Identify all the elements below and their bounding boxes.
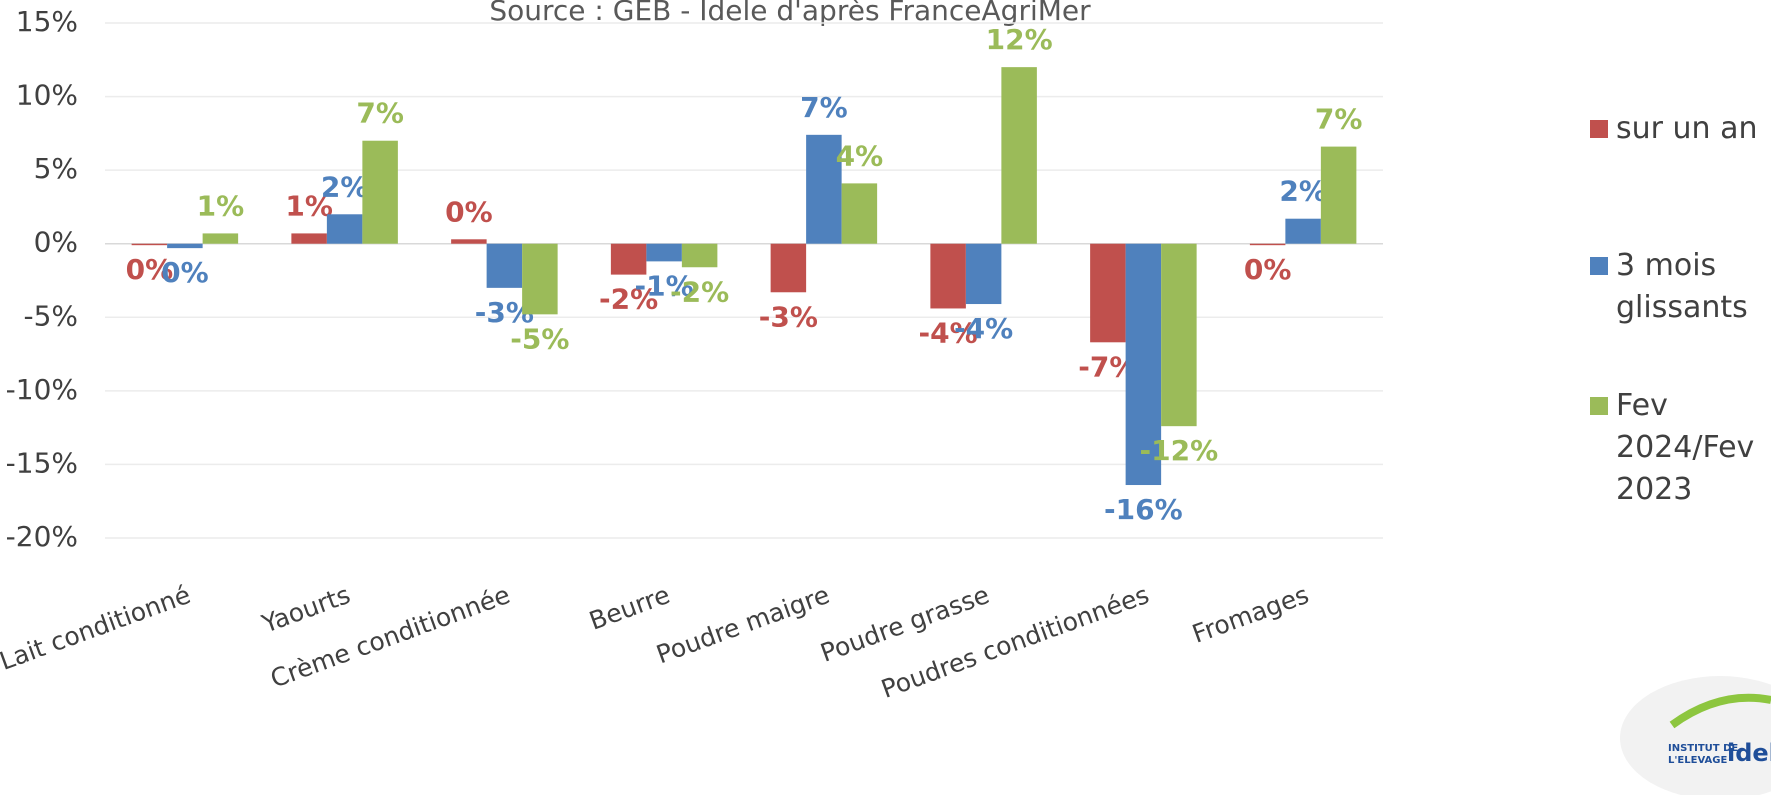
value-label: 12% xyxy=(986,23,1053,56)
logo-swoosh xyxy=(1669,693,1771,729)
y-tick-label: 5% xyxy=(34,152,78,185)
value-label: 1% xyxy=(197,189,245,222)
logo-text: L'ELEVAGE xyxy=(1668,755,1727,766)
bar xyxy=(1285,218,1321,244)
bar xyxy=(1249,243,1286,246)
value-label: 0% xyxy=(126,253,174,286)
value-label: -5% xyxy=(510,322,569,355)
bar xyxy=(522,243,558,315)
value-label: -1% xyxy=(635,269,694,302)
legend-item: Fev 2024/Fev 2023 xyxy=(1590,385,1771,511)
legend-item: sur un an xyxy=(1590,108,1771,150)
logo-bg xyxy=(1620,676,1771,795)
legend-swatch xyxy=(1590,120,1608,138)
value-label: -16% xyxy=(1104,493,1183,526)
x-tick-label: Lait conditionné xyxy=(0,580,194,676)
value-label: 0% xyxy=(445,195,493,228)
y-tick-label: 15% xyxy=(16,5,78,38)
y-tick-label: -15% xyxy=(6,446,78,479)
bar xyxy=(291,233,327,244)
x-tick-label: Poudre maigre xyxy=(653,580,834,669)
bar xyxy=(1161,243,1197,427)
value-label: 2% xyxy=(1279,175,1327,208)
value-label: 7% xyxy=(356,97,404,130)
bar xyxy=(965,243,1002,305)
value-label: 2% xyxy=(321,170,369,203)
logo-text: INSTITUT DE xyxy=(1668,743,1738,754)
bar xyxy=(451,239,487,244)
value-label: 0% xyxy=(161,256,209,289)
bar xyxy=(806,134,842,244)
y-tick-label: 10% xyxy=(16,79,78,112)
bar xyxy=(681,243,718,268)
value-label: -2% xyxy=(670,275,729,308)
bar xyxy=(362,140,398,244)
value-label: 7% xyxy=(1315,103,1363,136)
bar xyxy=(131,243,168,246)
x-tick-label: Poudres conditionnées xyxy=(877,580,1152,704)
value-label: 1% xyxy=(285,189,333,222)
bar xyxy=(610,243,647,275)
bar xyxy=(326,214,363,244)
y-tick-label: -5% xyxy=(23,299,78,332)
value-label: -4% xyxy=(919,316,978,349)
logo-brand: idele xyxy=(1727,739,1771,767)
y-tick-label: 0% xyxy=(34,226,78,259)
x-tick-label: Beurre xyxy=(585,580,673,636)
legend-item: 3 mois glissants xyxy=(1590,245,1771,329)
x-tick-label: Fromages xyxy=(1188,580,1312,649)
bar xyxy=(1320,146,1357,244)
legend-label: sur un an xyxy=(1616,111,1758,146)
value-label: -2% xyxy=(599,283,658,316)
bar xyxy=(1125,243,1162,486)
value-label: -12% xyxy=(1140,434,1219,467)
bar xyxy=(646,243,682,262)
legend-label: 3 mois glissants xyxy=(1616,248,1748,325)
legend-swatch xyxy=(1590,257,1608,275)
value-label: -4% xyxy=(954,312,1013,345)
bar xyxy=(167,243,203,249)
legend-label: Fev 2024/Fev 2023 xyxy=(1616,388,1755,507)
legend-swatch xyxy=(1590,397,1608,415)
value-label: 0% xyxy=(1244,253,1292,286)
bar xyxy=(770,243,807,293)
value-label: -3% xyxy=(759,300,818,333)
x-tick-label: Yaourts xyxy=(257,580,354,639)
bar xyxy=(1001,67,1037,244)
bar xyxy=(930,243,966,309)
y-tick-label: -20% xyxy=(6,520,78,553)
bar xyxy=(486,243,523,288)
value-label: 7% xyxy=(800,91,848,124)
value-label: 4% xyxy=(836,139,884,172)
y-tick-label: -10% xyxy=(6,373,78,406)
bar xyxy=(202,233,239,244)
bar xyxy=(1090,243,1126,343)
bar xyxy=(841,183,878,244)
